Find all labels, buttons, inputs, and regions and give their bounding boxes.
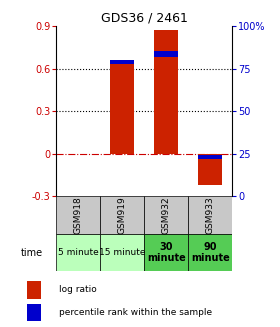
Bar	[56, 234, 100, 271]
Bar	[110, 64, 134, 154]
Bar	[198, 154, 223, 185]
Bar	[154, 51, 178, 57]
Text: percentile rank within the sample: percentile rank within the sample	[59, 308, 212, 317]
Text: 15 minute: 15 minute	[99, 248, 145, 257]
Text: 90
minute: 90 minute	[191, 242, 230, 264]
Bar	[110, 60, 134, 64]
Bar	[144, 196, 188, 234]
Text: GSM932: GSM932	[162, 196, 171, 234]
Bar	[154, 30, 178, 154]
Bar	[144, 234, 188, 271]
Bar	[56, 196, 100, 234]
Bar	[100, 196, 144, 234]
Bar	[198, 155, 223, 159]
Bar	[27, 304, 41, 321]
Text: 30
minute: 30 minute	[147, 242, 186, 264]
Text: time: time	[21, 248, 43, 258]
Text: GSM933: GSM933	[206, 196, 215, 234]
Text: GSM918: GSM918	[74, 196, 83, 234]
Text: GSM919: GSM919	[118, 196, 127, 234]
Bar	[188, 196, 232, 234]
Text: 5 minute: 5 minute	[58, 248, 99, 257]
Bar	[27, 281, 41, 299]
Bar	[100, 234, 144, 271]
Bar	[188, 234, 232, 271]
Text: log ratio: log ratio	[59, 285, 97, 294]
Title: GDS36 / 2461: GDS36 / 2461	[101, 12, 188, 25]
